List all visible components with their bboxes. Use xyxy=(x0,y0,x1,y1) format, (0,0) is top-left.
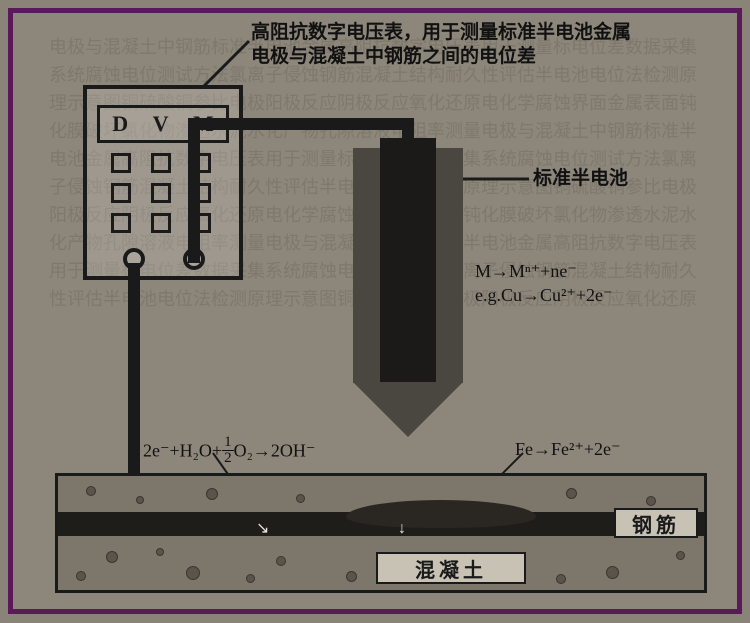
aggregate-5 xyxy=(646,496,656,506)
aggregate-3 xyxy=(296,494,305,503)
cathode-den: 2 xyxy=(222,451,234,466)
ground-wire-0 xyxy=(128,263,140,503)
arrow-anode: ↓ xyxy=(398,520,406,538)
rebar-tag: 钢筋 xyxy=(614,508,698,538)
aggregate-13 xyxy=(76,571,86,581)
dvm-key-4 xyxy=(151,183,171,203)
aggregate-2 xyxy=(206,488,218,500)
dvm-key-7 xyxy=(151,213,171,233)
aggregate-15 xyxy=(246,574,255,583)
aggregate-8 xyxy=(276,556,286,566)
aggregate-11 xyxy=(606,566,619,579)
diagram-canvas: 电极与混凝土中钢筋标准半电池金属高阻抗数字电压表用于测量标电位差数据采集系统腐蚀… xyxy=(43,23,707,589)
aggregate-7 xyxy=(186,566,200,580)
aggregate-14 xyxy=(156,548,164,556)
aggregate-0 xyxy=(86,486,96,496)
cell-reaction-1: M→Mⁿ⁺+ne⁻ xyxy=(475,261,577,282)
half-cell-label: 标准半电池 xyxy=(533,167,628,192)
aggregate-17 xyxy=(556,574,566,584)
diagram-frame: 电极与混凝土中钢筋标准半电池金属高阻抗数字电压表用于测量标电位差数据采集系统腐蚀… xyxy=(8,8,742,614)
concrete-tag: 混凝土 xyxy=(376,552,526,584)
concrete-slab: ↘ ↓ 钢筋 混凝土 xyxy=(55,473,707,593)
cell-reaction-2: e.g.Cu→Cu²⁺+2e⁻ xyxy=(475,285,613,306)
cathode-num: 1 xyxy=(222,435,234,451)
aggregate-12 xyxy=(676,551,685,560)
dvm-key-3 xyxy=(111,183,131,203)
dvm-description-line1: 高阻抗数字电压表，用于测量标准半电池金属 xyxy=(251,21,711,46)
arrow-cathode: ↘ xyxy=(256,518,269,538)
dvm-letter-v: V xyxy=(153,111,169,137)
cathode-reaction: 2e⁻+H₂O+12O₂→2OH⁻ xyxy=(143,437,315,468)
dvm-letter-d: D xyxy=(112,111,128,137)
aggregate-6 xyxy=(106,551,118,563)
corrosion-spot xyxy=(346,500,536,528)
dvm-description-line2: 电极与混凝土中钢筋之间的电位差 xyxy=(251,45,536,70)
cell-wire-1 xyxy=(193,118,414,130)
cathode-pre: 2e⁻+H₂O+ xyxy=(143,441,222,461)
cathode-post: O₂→2OH⁻ xyxy=(234,441,316,461)
anode-reaction: Fe→Fe²⁺+2e⁻ xyxy=(515,439,621,460)
dvm-key-0 xyxy=(111,153,131,173)
dvm-key-6 xyxy=(111,213,131,233)
dvm-key-1 xyxy=(151,153,171,173)
half-cell-tip xyxy=(353,382,463,437)
half-cell-electrode xyxy=(380,138,436,388)
aggregate-4 xyxy=(566,488,577,499)
aggregate-1 xyxy=(136,496,144,504)
cell-wire-2 xyxy=(188,118,200,263)
aggregate-9 xyxy=(346,571,357,582)
